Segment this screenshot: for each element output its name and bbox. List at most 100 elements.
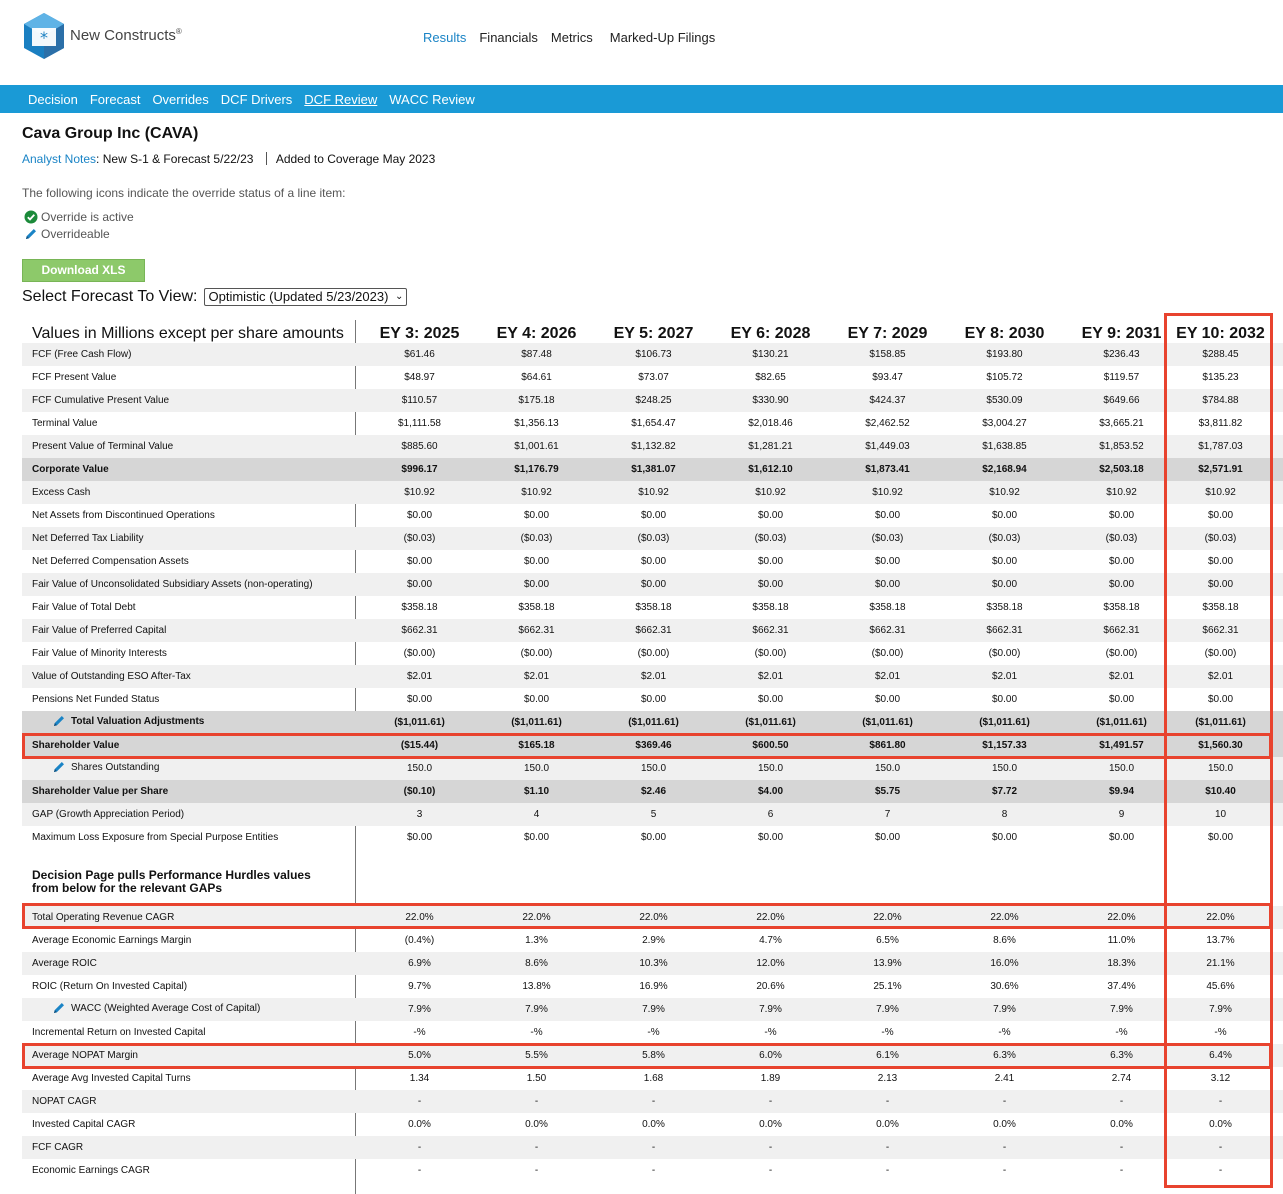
download-xls-button[interactable]: Download XLS bbox=[22, 259, 145, 282]
table-cell: ($0.10) bbox=[403, 786, 436, 797]
analyst-notes-link[interactable]: Analyst Notes bbox=[22, 152, 97, 166]
subnav-wacc-review[interactable]: WACC Review bbox=[389, 92, 475, 107]
table-cell: 150.0 bbox=[1108, 763, 1135, 774]
table-row: Fair Value of Preferred Capital $662.31 $6… bbox=[22, 619, 1283, 642]
row-label: Average NOPAT Margin bbox=[32, 1050, 138, 1061]
table-cell: ($1,011.61) bbox=[979, 717, 1030, 728]
table-cell: ($0.03) bbox=[1204, 533, 1237, 544]
subnav-overrides[interactable]: Overrides bbox=[152, 92, 209, 107]
table-cell: $1,787.03 bbox=[1198, 441, 1243, 452]
nav-financials[interactable]: Financials bbox=[479, 30, 538, 45]
table-cell: 5.5% bbox=[525, 1050, 548, 1061]
subnav-dcf-review[interactable]: DCF Review bbox=[304, 92, 378, 107]
table-cell: $0.00 bbox=[1207, 832, 1234, 843]
table-cell: 22.0% bbox=[756, 912, 785, 923]
table-cell: - bbox=[768, 1142, 773, 1153]
nav-metrics[interactable]: Metrics bbox=[550, 30, 593, 45]
table-cell: 5 bbox=[650, 809, 657, 820]
table-cell: $0.00 bbox=[640, 694, 667, 705]
table-cell: $1,157.33 bbox=[982, 740, 1027, 751]
table-cell: 11.0% bbox=[1107, 935, 1136, 946]
table-cell: $0.00 bbox=[523, 579, 550, 590]
table-cell: $0.00 bbox=[640, 556, 667, 567]
table-cell: $358.18 bbox=[1103, 602, 1140, 613]
table-cell: 6.3% bbox=[1110, 1050, 1133, 1061]
coverage-text: Added to Coverage May 2023 bbox=[275, 152, 436, 166]
section-heading-line: Decision Page pulls Performance Hurdles … bbox=[32, 868, 311, 882]
table-cell: $0.00 bbox=[1108, 556, 1135, 567]
table-cell: 7.9% bbox=[993, 1004, 1016, 1015]
table-cell: $0.00 bbox=[757, 694, 784, 705]
table-cell: $2,168.94 bbox=[982, 464, 1027, 475]
table-row: Net Deferred Compensation Assets $0.00 $0.… bbox=[22, 550, 1283, 573]
row-label: Terminal Value bbox=[32, 418, 98, 429]
table-cell: - bbox=[417, 1096, 422, 1107]
table-cell: 3 bbox=[416, 809, 423, 820]
row-label: WACC (Weighted Average Cost of Capital) bbox=[71, 1002, 261, 1014]
table-cell: ($0.03) bbox=[637, 533, 670, 544]
subnav-forecast[interactable]: Forecast bbox=[89, 92, 141, 107]
sub-nav-bar: Decision Forecast Overrides DCF Drivers … bbox=[0, 85, 1283, 113]
table-row: Total Valuation Adjustments ($1,011.61) ($… bbox=[22, 711, 1283, 734]
table-cell: 2.41 bbox=[994, 1073, 1015, 1084]
table-row: FCF (Free Cash Flow) $61.46 $87.48 $106.73 $… bbox=[22, 343, 1283, 366]
table-cell: $1,612.10 bbox=[748, 464, 793, 475]
column-header: EY 5: 2027 bbox=[613, 325, 694, 342]
table-row: Present Value of Terminal Value $885.60 $1… bbox=[22, 435, 1283, 458]
table-cell: $1,491.57 bbox=[1099, 740, 1144, 751]
subnav-dcf-drivers[interactable]: DCF Drivers bbox=[220, 92, 293, 107]
table-cell: $73.07 bbox=[638, 372, 669, 383]
table-cell: $158.85 bbox=[869, 349, 906, 360]
table-row: Excess Cash $10.92 $10.92 $10.92 $10.92 $10.9… bbox=[22, 481, 1283, 504]
logo-icon[interactable]: * bbox=[21, 11, 67, 61]
row-label: Invested Capital CAGR bbox=[32, 1119, 136, 1130]
units-label: Values in Millions except per share amou… bbox=[32, 325, 344, 342]
table-cell: - bbox=[1119, 1142, 1124, 1153]
analyst-note-text: New S-1 & Forecast 5/22/23 bbox=[102, 152, 254, 166]
table-cell: 22.0% bbox=[1206, 912, 1235, 923]
table-cell: 2.9% bbox=[642, 935, 665, 946]
table-cell: $0.00 bbox=[991, 579, 1018, 590]
column-header: EY 8: 2030 bbox=[964, 325, 1045, 342]
forecast-select[interactable]: Optimistic (Updated 5/23/2023) ⌄ bbox=[203, 288, 408, 306]
table-row: Incremental Return on Invested Capital -%… bbox=[22, 1021, 1283, 1044]
table-cell: $1,654.47 bbox=[631, 418, 676, 429]
table-cell: $2,503.18 bbox=[1099, 464, 1144, 475]
nav-results[interactable]: Results bbox=[423, 30, 467, 45]
nav-marked-up-filings[interactable]: Marked-Up Filings bbox=[609, 30, 716, 45]
table-cell: 22.0% bbox=[1107, 912, 1136, 923]
analyst-notes-line: Analyst Notes: New S-1 & Forecast 5/22/2… bbox=[22, 152, 436, 166]
table-cell: 45.6% bbox=[1206, 981, 1235, 992]
table-cell: 150.0 bbox=[523, 763, 550, 774]
row-label: Average Economic Earnings Margin bbox=[32, 935, 192, 946]
table-cell: - bbox=[534, 1142, 539, 1153]
table-cell: - bbox=[1119, 1165, 1124, 1176]
row-label: ROIC (Return On Invested Capital) bbox=[32, 981, 188, 992]
table-cell: $1,176.79 bbox=[514, 464, 559, 475]
subnav-decision[interactable]: Decision bbox=[28, 92, 78, 107]
table-cell: ($1,011.61) bbox=[628, 717, 679, 728]
pencil-icon[interactable] bbox=[52, 714, 66, 728]
table-cell: $4.00 bbox=[757, 786, 784, 797]
table-cell: 16.0% bbox=[990, 958, 1019, 969]
table-row: Shares Outstanding 150.0 150.0 150.0 150.0 15… bbox=[22, 757, 1283, 780]
pencil-icon[interactable] bbox=[52, 1001, 66, 1015]
top-header: * New Constructs® Results Financials Met… bbox=[0, 0, 1283, 85]
table-cell: 8 bbox=[1001, 809, 1008, 820]
table-row: Fair Value of Minority Interests ($0.00) (… bbox=[22, 642, 1283, 665]
table-cell: $0.00 bbox=[991, 694, 1018, 705]
row-label: Total Valuation Adjustments bbox=[52, 714, 204, 728]
row-label: FCF Present Value bbox=[32, 372, 117, 383]
pencil-icon[interactable] bbox=[52, 760, 66, 774]
table-row: FCF CAGR - - - - - - - - bbox=[22, 1136, 1283, 1159]
table-cell: 20.6% bbox=[756, 981, 785, 992]
table-cell: $3,004.27 bbox=[982, 418, 1027, 429]
table-cell: $10.40 bbox=[1205, 786, 1236, 797]
table-row: Average Economic Earnings Margin (0.4%) 1.… bbox=[22, 929, 1283, 952]
table-cell: $530.09 bbox=[986, 395, 1023, 406]
table-cell: - bbox=[768, 1096, 773, 1107]
table-cell: ($0.00) bbox=[403, 648, 436, 659]
table-cell: $110.57 bbox=[401, 395, 438, 406]
table-cell: 22.0% bbox=[405, 912, 434, 923]
column-header: EY 6: 2028 bbox=[730, 325, 811, 342]
